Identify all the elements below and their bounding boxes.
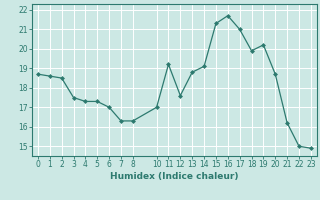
X-axis label: Humidex (Indice chaleur): Humidex (Indice chaleur) — [110, 172, 239, 181]
